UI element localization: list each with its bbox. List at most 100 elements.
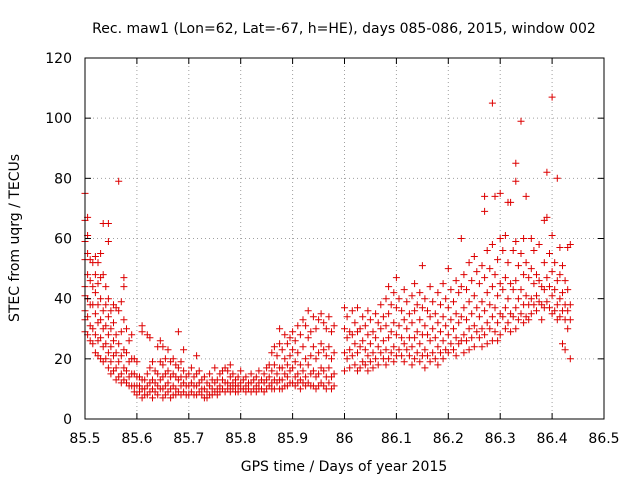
data-point xyxy=(424,352,431,360)
data-point xyxy=(200,373,208,381)
data-point xyxy=(408,361,416,369)
data-point xyxy=(494,256,502,264)
data-point xyxy=(273,352,281,360)
data-point xyxy=(390,289,398,297)
data-point xyxy=(533,307,540,315)
data-point xyxy=(499,286,507,294)
data-point xyxy=(460,331,468,339)
data-point xyxy=(387,328,395,336)
data-point xyxy=(104,364,112,372)
data-point xyxy=(348,307,356,315)
data-point xyxy=(302,373,310,381)
data-point xyxy=(564,325,572,333)
data-point xyxy=(556,313,564,321)
data-point xyxy=(226,361,234,369)
data-point xyxy=(473,328,481,336)
data-point xyxy=(403,325,411,333)
data-point xyxy=(455,319,463,327)
data-point xyxy=(504,319,512,327)
data-point xyxy=(161,355,169,363)
data-point xyxy=(341,304,348,312)
data-point xyxy=(180,346,188,354)
data-point xyxy=(437,328,444,336)
data-point xyxy=(429,325,437,333)
y-tick-label: 80 xyxy=(54,171,72,187)
data-point xyxy=(385,355,393,363)
y-tick-label: 120 xyxy=(45,51,72,67)
data-point xyxy=(494,337,502,345)
data-point xyxy=(470,292,478,300)
data-point xyxy=(387,349,395,357)
data-point xyxy=(546,304,553,312)
data-point xyxy=(242,373,250,381)
data-point xyxy=(452,334,460,342)
data-point xyxy=(551,286,559,294)
data-point xyxy=(322,352,330,360)
data-point xyxy=(512,325,520,333)
data-point xyxy=(312,325,320,333)
data-point xyxy=(434,343,442,351)
data-point xyxy=(270,361,278,369)
data-point xyxy=(346,346,354,354)
data-point xyxy=(317,310,325,318)
data-point xyxy=(325,364,333,372)
data-point xyxy=(473,268,481,276)
data-point xyxy=(411,280,419,288)
data-point xyxy=(426,337,434,345)
data-point xyxy=(317,340,325,348)
data-point xyxy=(491,271,499,279)
x-tick-label: 86.3 xyxy=(485,431,516,447)
data-point xyxy=(128,331,136,339)
data-point xyxy=(496,235,504,242)
data-point xyxy=(533,271,540,279)
data-point xyxy=(138,322,146,330)
data-point xyxy=(94,280,102,288)
data-point xyxy=(146,364,154,372)
data-point xyxy=(465,325,473,333)
data-point xyxy=(377,349,385,357)
data-point xyxy=(434,289,442,297)
data-point xyxy=(395,295,403,303)
data-point xyxy=(546,283,553,291)
data-point xyxy=(304,361,312,369)
y-axis-label: STEC from uqrg / TECUs xyxy=(7,154,23,322)
data-point xyxy=(94,301,102,309)
data-point xyxy=(104,295,112,303)
data-point xyxy=(125,337,133,345)
data-point xyxy=(159,361,167,369)
data-point xyxy=(180,367,188,375)
data-point xyxy=(94,259,102,267)
data-point xyxy=(283,340,291,348)
data-point xyxy=(483,289,491,297)
data-point xyxy=(416,316,424,324)
data-point xyxy=(91,253,99,260)
data-point xyxy=(486,265,494,273)
data-point xyxy=(405,352,413,360)
data-point xyxy=(260,370,268,378)
data-point xyxy=(177,358,185,366)
data-point xyxy=(312,355,320,363)
data-point xyxy=(514,295,522,303)
data-point xyxy=(499,247,507,254)
data-point xyxy=(356,325,364,333)
x-tick-label: 86 xyxy=(336,431,354,447)
data-point xyxy=(421,295,429,303)
data-point xyxy=(517,310,525,318)
x-tick-label: 85.8 xyxy=(225,431,256,447)
x-tick-label: 86.4 xyxy=(537,431,568,447)
data-point xyxy=(507,198,515,206)
data-point xyxy=(512,159,520,167)
data-point xyxy=(86,277,94,285)
data-point xyxy=(328,328,335,336)
data-point xyxy=(390,319,398,327)
data-point xyxy=(566,241,574,248)
data-point xyxy=(408,292,416,300)
data-point xyxy=(123,325,130,333)
data-point xyxy=(431,355,439,363)
data-point xyxy=(509,247,517,254)
data-point xyxy=(372,355,380,363)
data-point xyxy=(359,313,367,321)
data-point xyxy=(517,286,525,294)
data-point xyxy=(452,310,460,318)
data-point xyxy=(107,358,115,366)
